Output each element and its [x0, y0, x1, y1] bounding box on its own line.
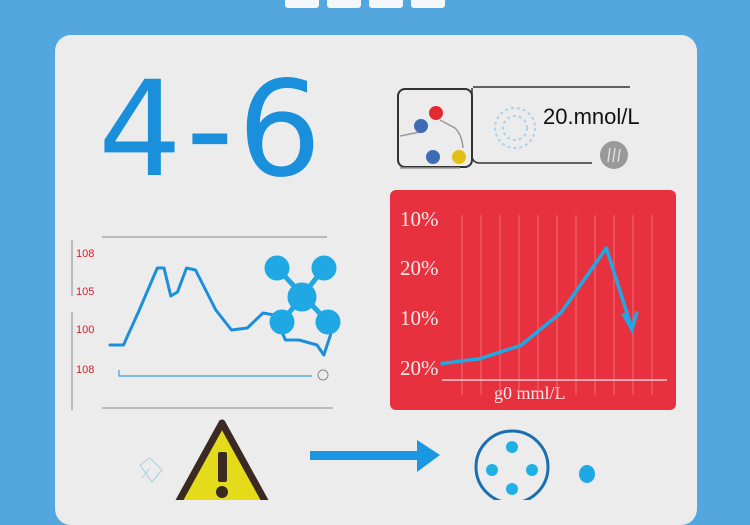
series-line [442, 248, 631, 364]
molecule-icon [400, 106, 466, 168]
illustration-layer [0, 0, 750, 500]
droplet-icon [579, 465, 595, 483]
crystal-icon [495, 108, 535, 148]
arrow-right-icon [310, 440, 440, 472]
left-baseline [119, 370, 312, 376]
gauge-icon [600, 141, 628, 169]
molecule-icon [265, 256, 340, 334]
end-marker [318, 370, 328, 380]
red-chart-series [442, 248, 637, 364]
warning-icon [174, 423, 270, 500]
cell-icon [476, 431, 548, 500]
series-line [110, 268, 331, 355]
ice-cube-icon [140, 458, 162, 482]
left-chart-series [110, 268, 331, 355]
